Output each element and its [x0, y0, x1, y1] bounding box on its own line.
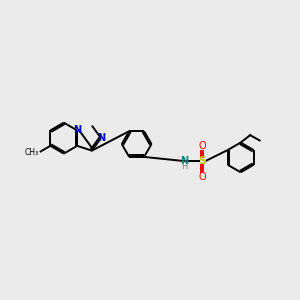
Text: N: N: [97, 133, 105, 143]
Text: H: H: [181, 162, 187, 171]
Text: O: O: [198, 172, 206, 182]
Text: N: N: [180, 156, 188, 166]
Text: O: O: [198, 141, 206, 151]
Text: S: S: [198, 156, 206, 166]
Text: CH₃: CH₃: [24, 148, 39, 158]
Text: N: N: [73, 125, 81, 135]
